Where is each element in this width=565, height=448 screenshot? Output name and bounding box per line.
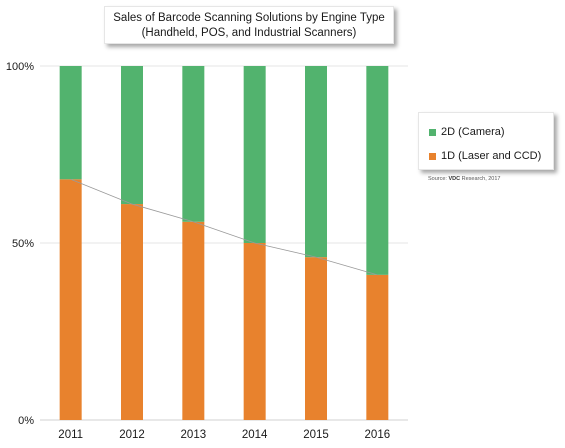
source-note: Source: VDC Research, 2017	[428, 176, 501, 182]
bar-segment-1d	[121, 204, 143, 420]
source-prefix: Source:	[428, 176, 447, 182]
x-tick-label: 2016	[365, 429, 391, 441]
legend-item-2d: 2D (Camera)	[429, 125, 505, 139]
legend-swatch-2d	[429, 128, 436, 136]
bar-segment-2d	[366, 66, 389, 275]
bar-segment-2d	[121, 66, 143, 205]
legend-item-1d: 1D (Laser and CCD)	[429, 149, 541, 163]
source-brand: VDC	[448, 176, 461, 182]
bar-segment-2d	[305, 66, 327, 258]
legend-swatch-1d	[429, 152, 436, 160]
y-tick-label: 50%	[12, 238, 34, 250]
bar-segment-1d	[366, 274, 389, 420]
y-tick-label: 0%	[18, 415, 34, 427]
x-tick-label: 2012	[119, 429, 145, 441]
x-tick-label: 2015	[303, 429, 329, 441]
legend-label-1d: 1D (Laser and CCD)	[441, 150, 542, 162]
legend: 2D (Camera) 1D (Laser and CCD)	[418, 112, 554, 170]
trend-line	[70, 178, 378, 276]
bar-segment-1d	[182, 221, 205, 420]
bar-segment-1d	[305, 257, 327, 420]
x-tick-label: 2013	[181, 429, 207, 441]
bar-segment-1d	[59, 179, 82, 420]
legend-label-2d: 2D (Camera)	[441, 126, 505, 138]
bar-segment-2d	[182, 66, 205, 222]
bar-segment-1d	[243, 243, 266, 420]
x-tick-label: 2011	[58, 429, 83, 441]
chart-subtitle: (Handheld, POS, and Industrial Scanners)	[141, 27, 357, 39]
y-tick-label: 100%	[6, 61, 34, 73]
chart-title-box: Sales of Barcode Scanning Solutions by E…	[104, 6, 394, 44]
chart-title: Sales of Barcode Scanning Solutions by E…	[113, 12, 385, 24]
bar-segment-2d	[243, 66, 266, 243]
source-suffix: Research, 2017	[461, 176, 501, 182]
bar-segment-2d	[59, 66, 82, 180]
x-tick-label: 2014	[242, 429, 268, 441]
